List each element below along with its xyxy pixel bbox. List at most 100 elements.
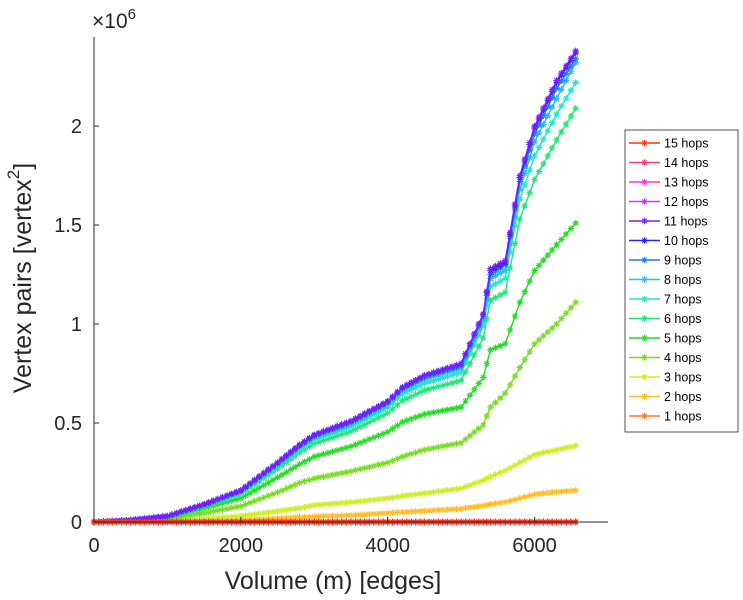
series-marker	[487, 500, 494, 508]
series-marker	[497, 260, 504, 267]
series-marker	[219, 494, 226, 501]
legend-marker	[641, 198, 648, 205]
series-marker	[233, 488, 240, 496]
series-marker	[416, 507, 424, 515]
legend: 15 hops 14 hops 13 hops 12 hops 11 hops 10 ho…	[624, 129, 739, 433]
series-marker	[562, 444, 570, 451]
series-marker	[389, 494, 396, 501]
series-marker	[487, 265, 494, 272]
series-line	[93, 50, 577, 523]
series-marker	[233, 513, 240, 520]
series-marker	[497, 499, 504, 507]
series-marker	[251, 497, 258, 505]
series-marker	[526, 167, 533, 174]
series-marker	[394, 455, 401, 462]
series-marker	[291, 445, 299, 452]
series-marker	[444, 442, 451, 449]
series-marker	[334, 423, 341, 430]
series-marker	[483, 360, 491, 367]
series-marker	[531, 491, 538, 498]
series-marker	[506, 381, 514, 388]
series-marker	[479, 322, 487, 330]
series-marker	[246, 511, 254, 519]
y-multiplier-base: ×10	[92, 10, 128, 33]
series-marker	[434, 488, 442, 495]
series-marker	[164, 512, 171, 520]
series-marker	[311, 431, 318, 439]
series-marker	[394, 493, 401, 500]
series-marker	[553, 111, 560, 118]
series-marker	[315, 513, 323, 520]
series-marker	[540, 332, 547, 340]
series-marker	[301, 446, 308, 453]
legend-entry: 6 hops	[629, 312, 702, 326]
series-marker	[492, 500, 499, 507]
series-marker	[475, 326, 482, 333]
series-marker	[223, 513, 231, 521]
series-marker	[567, 62, 575, 70]
series-marker	[434, 443, 442, 451]
series-marker	[306, 443, 313, 450]
series-marker	[196, 502, 203, 509]
series-marker	[251, 476, 258, 484]
series-marker	[320, 501, 327, 508]
series-marker	[338, 431, 346, 438]
series-marker	[483, 475, 491, 482]
series-marker	[535, 490, 543, 498]
series-marker	[343, 419, 350, 426]
series-marker	[311, 475, 318, 482]
legend-label: 5 hops	[664, 332, 702, 346]
legend-entry: 15 hops	[629, 137, 708, 151]
series-marker	[502, 289, 509, 296]
series-marker	[191, 511, 199, 518]
y-axis-label-main: Vertex pairs [vertex	[9, 179, 37, 393]
series-marker	[444, 487, 451, 494]
series-marker	[256, 473, 263, 480]
series-marker	[242, 501, 249, 508]
series-marker	[320, 437, 327, 444]
series-marker	[291, 505, 299, 512]
series-marker	[394, 509, 401, 516]
series-marker	[228, 504, 235, 512]
series-marker	[553, 488, 560, 496]
series-marker	[430, 384, 437, 392]
series-marker	[444, 364, 451, 372]
series-marker	[471, 480, 478, 487]
series-marker	[502, 340, 509, 348]
series-marker	[540, 449, 547, 456]
series-marker	[256, 484, 263, 492]
series-marker	[370, 405, 378, 412]
series-marker	[196, 510, 203, 518]
series-marker	[572, 105, 579, 112]
series-marker	[366, 407, 373, 415]
series-marker	[366, 497, 373, 504]
series-marker	[457, 505, 465, 512]
legend-marker	[641, 159, 648, 166]
series-marker	[430, 444, 437, 452]
legend-entry: 4 hops	[629, 351, 702, 365]
series-marker	[462, 504, 469, 512]
series-marker	[324, 512, 332, 520]
series-marker	[544, 152, 551, 159]
series-marker	[356, 412, 364, 420]
series-marker	[444, 373, 451, 380]
series-marker	[237, 512, 245, 520]
series-marker	[315, 429, 323, 437]
series-marker	[457, 403, 465, 411]
series-marker	[492, 294, 499, 301]
series-marker	[448, 441, 456, 448]
series-marker	[425, 385, 433, 393]
series-marker	[356, 439, 364, 446]
series-marker	[425, 489, 433, 496]
series-marker	[356, 423, 364, 430]
series-marker	[544, 448, 551, 455]
series-marker	[265, 492, 272, 499]
legend-entry: 11 hops	[629, 215, 708, 229]
series-marker	[408, 450, 415, 458]
series-marker	[453, 361, 460, 369]
series-marker	[399, 390, 406, 398]
series-marker	[434, 367, 442, 375]
series-marker	[287, 514, 294, 521]
series-marker	[399, 384, 406, 391]
